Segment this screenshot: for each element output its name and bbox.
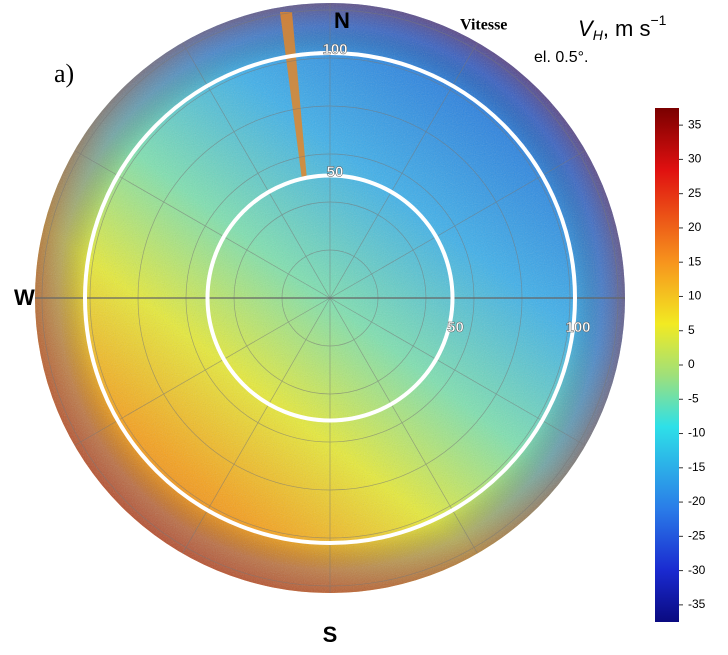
- colorbar-tick-label: 10: [688, 289, 702, 303]
- colorbar-tick-label: 15: [688, 254, 702, 268]
- colorbar: [655, 108, 679, 622]
- ring-label-right: 50: [447, 319, 464, 336]
- colorbar-tick-label: 30: [688, 152, 702, 166]
- unit-label: VH, m s−1: [578, 12, 667, 43]
- title: Vitesse: [460, 17, 507, 34]
- elevation: el. 0.5°.: [534, 49, 588, 66]
- radar-disk: [35, 3, 625, 593]
- colorbar-tick-label: -25: [688, 529, 706, 543]
- colorbar-tick-label: -35: [688, 597, 706, 611]
- colorbar-tick-label: -20: [688, 494, 706, 508]
- colorbar-tick-label: -10: [688, 426, 706, 440]
- unit-text: , m s: [603, 16, 651, 41]
- unit-superscript: −1: [650, 12, 666, 28]
- ring-label-right: 100: [565, 319, 590, 336]
- ring-label-top: 50: [327, 163, 344, 180]
- colorbar-tick-label: -15: [688, 460, 706, 474]
- colorbar-tick-label: 20: [688, 220, 702, 234]
- colorbar-tick-label: 0: [688, 357, 695, 371]
- colorbar-tick-label: -5: [688, 391, 699, 405]
- radar-figure: a) N S W Vitesse VH, m s−1 el. 0.5°. 505…: [0, 0, 728, 650]
- south-label: S: [323, 622, 338, 647]
- west-label: W: [14, 285, 35, 310]
- panel-label: a): [54, 59, 74, 88]
- colorbar-tick-label: 35: [688, 117, 702, 131]
- colorbar-tick-label: 25: [688, 186, 702, 200]
- colorbar-tick-label: 5: [688, 323, 695, 337]
- ring-label-top: 100: [322, 41, 347, 58]
- colorbar-tick-label: -30: [688, 563, 706, 577]
- north-label: N: [334, 8, 350, 33]
- colorbar-ticks: 35 30 25 20 15 10 5 0 -5 -10 -15 -20 -25 -30 -35: [679, 117, 706, 611]
